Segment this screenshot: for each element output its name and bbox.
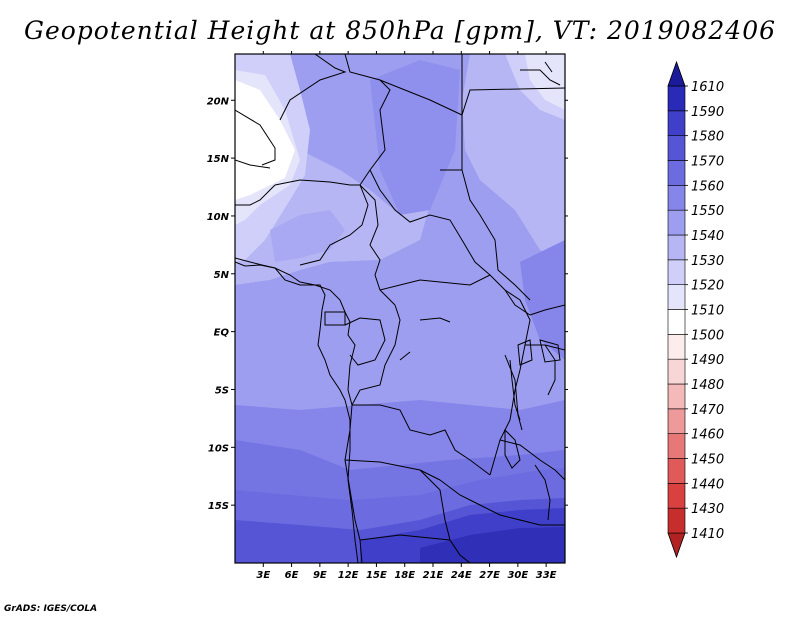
colorbar-label: 1560	[691, 179, 724, 194]
colorbar-label: 1540	[691, 229, 724, 244]
colorbar-label: 1580	[691, 130, 724, 145]
colorbar-cell	[667, 507, 686, 534]
colorbar-label: 1610	[691, 80, 724, 95]
lon-tick-label: 6E	[285, 570, 299, 581]
colorbar-cell	[667, 334, 686, 360]
lat-tick-label: 5N	[214, 270, 230, 281]
colorbar-cell	[667, 358, 686, 385]
colorbar-label: 1410	[691, 527, 724, 542]
colorbar-label: 1500	[691, 328, 724, 343]
colorbar-cell	[667, 209, 686, 236]
colorbar-label: 1470	[691, 403, 724, 418]
colorbar-cell	[667, 160, 686, 186]
colorbar-cell	[667, 85, 686, 112]
colorbar-label: 1450	[691, 453, 724, 468]
lat-tick-label: 20N	[207, 96, 230, 107]
chart-title: Geopotential Height at 850hPa [gpm], VT:…	[23, 16, 777, 45]
lon-tick-label: 15E	[366, 570, 387, 581]
colorbar-label: 1530	[691, 254, 724, 269]
lat-tick-label: EQ	[214, 328, 230, 339]
colorbar-label: 1460	[691, 428, 724, 443]
colorbar-cell	[667, 185, 686, 211]
lon-tick-label: 3E	[256, 570, 270, 581]
lat-tick-label: 10N	[207, 212, 230, 223]
colorbar: 1410 1430 1440 1450 1460 1470 1480 1490 1500 1510…	[667, 60, 724, 559]
colorbar-cell	[667, 458, 686, 484]
colorbar-cell-min	[667, 532, 686, 559]
colorbar-cell	[667, 110, 686, 136]
colorbar-label: 1520	[691, 279, 724, 294]
lat-tick-label: 10S	[208, 443, 229, 454]
colorbar-cell	[667, 433, 686, 459]
colorbar-cell-max	[667, 60, 686, 87]
colorbar-label: 1590	[691, 105, 724, 120]
lon-tick-label: 33E	[536, 570, 557, 581]
colorbar-label: 1490	[691, 353, 724, 368]
map-frame	[234, 53, 566, 564]
colorbar-cell	[667, 284, 686, 310]
lon-tick-label: 24E	[451, 570, 472, 581]
colorbar-cell	[667, 383, 686, 410]
country-borders	[235, 54, 565, 563]
latitude-axis: 20N 15N 10N 5N EQ 5S 10S 15S	[207, 96, 568, 512]
colorbar-label: 1510	[691, 304, 724, 319]
lon-tick-label: 12E	[338, 570, 359, 581]
colorbar-cell	[667, 234, 686, 261]
lat-tick-label: 15N	[207, 154, 230, 165]
colorbar-cell	[667, 483, 686, 509]
lat-tick-label: 15S	[208, 501, 229, 512]
height-field	[235, 54, 565, 563]
colorbar-label: 1570	[691, 155, 724, 170]
lon-tick-label: 30E	[507, 570, 528, 581]
colorbar-label: 1550	[691, 204, 724, 219]
lon-tick-label: 18E	[394, 570, 415, 581]
colorbar-cell	[667, 309, 686, 335]
coastline	[235, 61, 561, 563]
colorbar-label: 1480	[691, 378, 724, 393]
colorbar-label: 1430	[691, 502, 724, 517]
lon-tick-label: 21E	[423, 570, 444, 581]
lon-tick-label: 9E	[313, 570, 327, 581]
lon-tick-label: 27E	[479, 570, 500, 581]
colorbar-cell	[667, 259, 686, 285]
colorbar-cell	[667, 135, 686, 161]
lat-tick-label: 5S	[215, 385, 229, 396]
colorbar-cell	[667, 408, 686, 434]
grads-credit: GrADS: IGES/COLA	[4, 604, 98, 614]
colorbar-label: 1440	[691, 477, 724, 492]
longitude-axis: 3E 6E 9E 12E 15E 18E 21E 24E 27E 30E 33E	[256, 51, 557, 581]
